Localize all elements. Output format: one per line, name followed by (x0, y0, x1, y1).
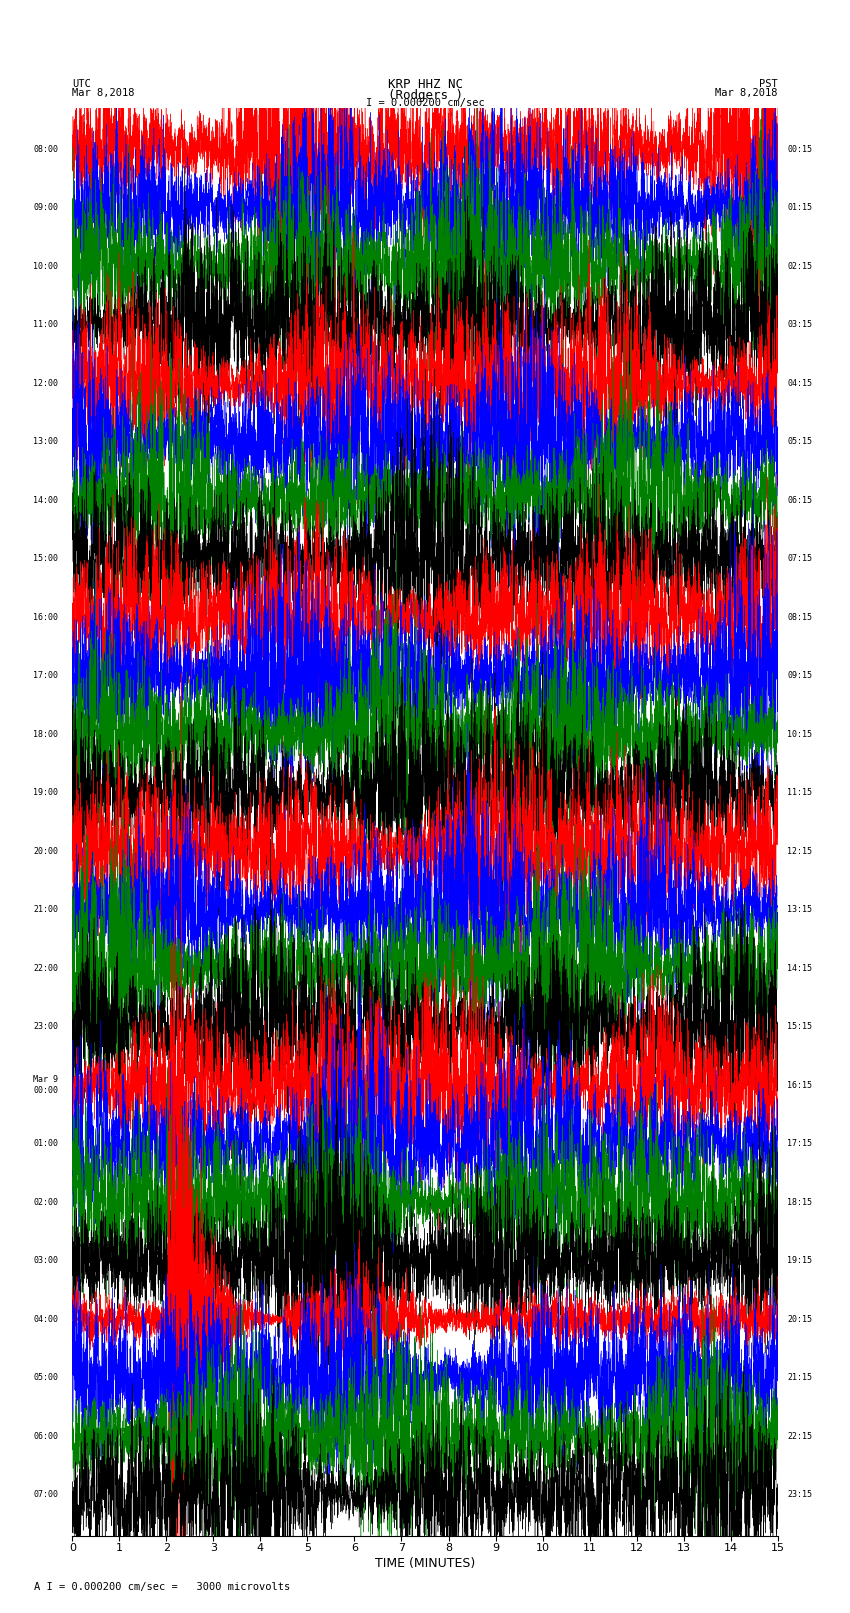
Text: 11:00: 11:00 (33, 319, 58, 329)
Text: 12:00: 12:00 (33, 379, 58, 387)
Text: 07:00: 07:00 (33, 1490, 58, 1498)
Text: 03:15: 03:15 (787, 319, 812, 329)
Text: 23:00: 23:00 (33, 1023, 58, 1031)
Text: I = 0.000200 cm/sec: I = 0.000200 cm/sec (366, 98, 484, 108)
Text: 19:00: 19:00 (33, 789, 58, 797)
Text: 02:15: 02:15 (787, 261, 812, 271)
Text: 20:15: 20:15 (787, 1315, 812, 1324)
Text: Mar 9
00:00: Mar 9 00:00 (33, 1076, 58, 1095)
Text: 07:15: 07:15 (787, 553, 812, 563)
Text: 16:15: 16:15 (787, 1081, 812, 1090)
Text: Mar 8,2018: Mar 8,2018 (715, 89, 778, 98)
Text: 21:00: 21:00 (33, 905, 58, 915)
Text: A I = 0.000200 cm/sec =   3000 microvolts: A I = 0.000200 cm/sec = 3000 microvolts (34, 1582, 290, 1592)
Text: 22:15: 22:15 (787, 1432, 812, 1440)
Text: 05:00: 05:00 (33, 1373, 58, 1382)
Text: 08:15: 08:15 (787, 613, 812, 621)
Text: 04:00: 04:00 (33, 1315, 58, 1324)
Text: 09:00: 09:00 (33, 203, 58, 211)
Text: (Rodgers ): (Rodgers ) (388, 89, 462, 102)
Text: 09:15: 09:15 (787, 671, 812, 681)
Text: 03:00: 03:00 (33, 1257, 58, 1265)
Text: 06:00: 06:00 (33, 1432, 58, 1440)
Text: Mar 8,2018: Mar 8,2018 (72, 89, 135, 98)
Text: 13:00: 13:00 (33, 437, 58, 447)
Text: 17:00: 17:00 (33, 671, 58, 681)
Text: 22:00: 22:00 (33, 963, 58, 973)
Text: 20:00: 20:00 (33, 847, 58, 855)
Text: 16:00: 16:00 (33, 613, 58, 621)
Text: 00:15: 00:15 (787, 145, 812, 153)
Text: UTC: UTC (72, 79, 91, 89)
Text: 15:00: 15:00 (33, 553, 58, 563)
Text: 08:00: 08:00 (33, 145, 58, 153)
Text: KRP HHZ NC: KRP HHZ NC (388, 77, 462, 90)
Text: 06:15: 06:15 (787, 495, 812, 505)
Text: 19:15: 19:15 (787, 1257, 812, 1265)
Text: PST: PST (759, 79, 778, 89)
Text: 13:15: 13:15 (787, 905, 812, 915)
Text: 14:15: 14:15 (787, 963, 812, 973)
Text: 18:00: 18:00 (33, 729, 58, 739)
Text: 05:15: 05:15 (787, 437, 812, 447)
Text: 14:00: 14:00 (33, 495, 58, 505)
Text: 02:00: 02:00 (33, 1197, 58, 1207)
X-axis label: TIME (MINUTES): TIME (MINUTES) (375, 1558, 475, 1571)
Text: 23:15: 23:15 (787, 1490, 812, 1498)
Text: 01:00: 01:00 (33, 1139, 58, 1148)
Text: 12:15: 12:15 (787, 847, 812, 855)
Text: 04:15: 04:15 (787, 379, 812, 387)
Text: 17:15: 17:15 (787, 1139, 812, 1148)
Text: 01:15: 01:15 (787, 203, 812, 211)
Text: 10:00: 10:00 (33, 261, 58, 271)
Text: 15:15: 15:15 (787, 1023, 812, 1031)
Text: 18:15: 18:15 (787, 1197, 812, 1207)
Text: 21:15: 21:15 (787, 1373, 812, 1382)
Text: 11:15: 11:15 (787, 789, 812, 797)
Text: 10:15: 10:15 (787, 729, 812, 739)
